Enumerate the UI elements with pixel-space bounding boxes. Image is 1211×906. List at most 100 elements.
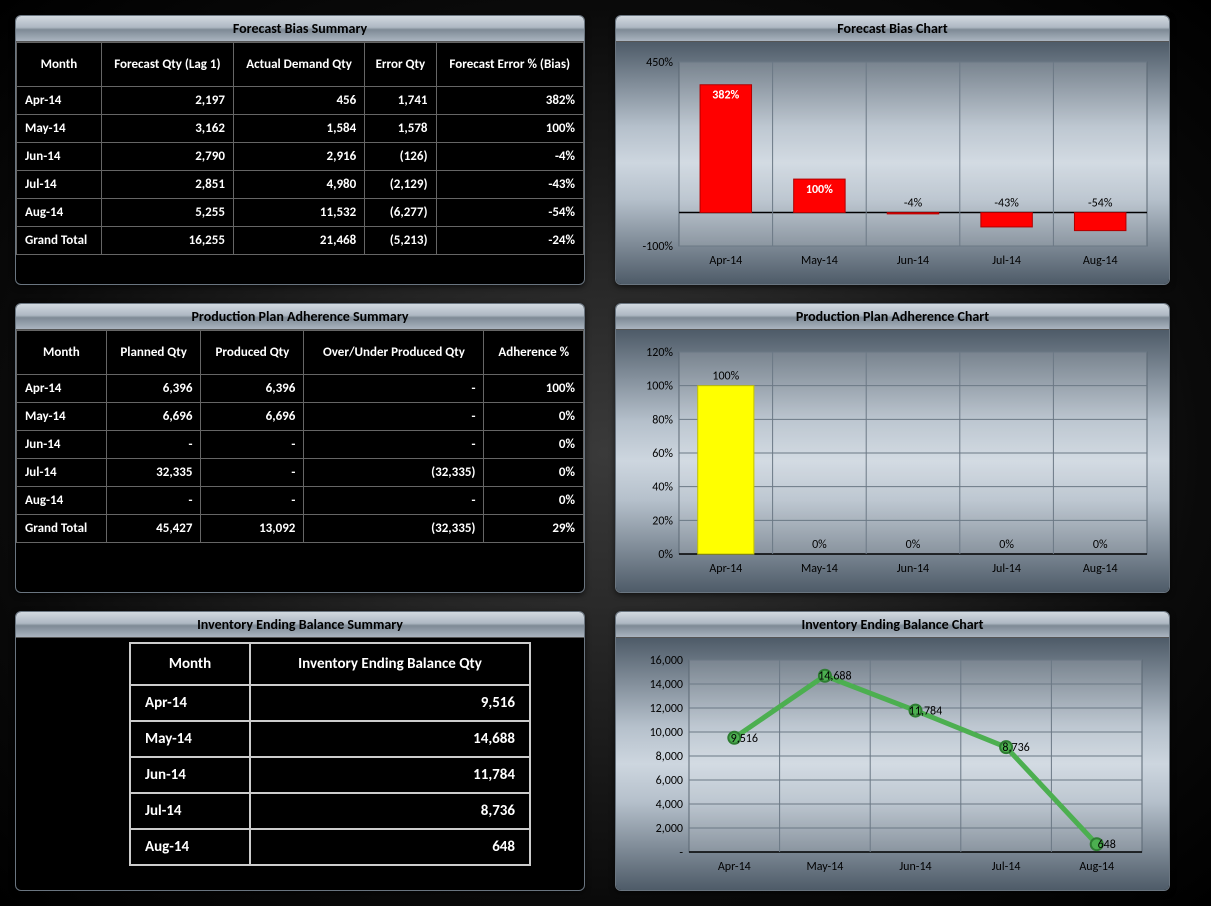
total-row: Grand Total45,42713,092(32,335)29% [17,515,584,543]
forecast-bias-chart: -100%450%382%Apr-14100%May-14-4%Jun-14-4… [624,52,1162,274]
svg-text:Jul-14: Jul-14 [992,254,1021,268]
value-cell: 6,696 [106,403,201,431]
total-value: 29% [484,515,584,543]
table-row: Apr-149,516 [130,685,530,721]
value-cell: 11,784 [250,757,530,793]
table-header: Month [17,43,102,87]
value-cell: - [201,431,304,459]
inventory-table: MonthInventory Ending Balance Qty Apr-14… [129,642,531,866]
svg-text:40%: 40% [652,481,673,495]
total-row: Grand Total16,25521,468(5,213)-24% [17,227,584,255]
forecast-bias-chart-panel: Forecast Bias Chart -100%450%382%Apr-141… [615,15,1170,285]
svg-text:100%: 100% [806,183,833,197]
production-chart-panel: Production Plan Adherence Chart 0%20%40%… [615,303,1170,593]
svg-text:80%: 80% [652,413,673,427]
value-cell: 6,696 [201,403,304,431]
production-table: MonthPlanned QtyProduced QtyOver/Under P… [16,330,584,543]
value-cell: 100% [436,115,583,143]
value-cell: 100% [484,375,584,403]
svg-text:-: - [679,846,683,860]
production-panel: Production Plan Adherence Summary MonthP… [15,303,585,593]
table-header: Month [130,643,250,685]
value-cell: -4% [436,143,583,171]
inventory-title: Inventory Ending Balance Summary [16,612,584,638]
table-row: Jun-14---0% [17,431,584,459]
svg-text:-43%: -43% [994,197,1019,211]
svg-text:450%: 450% [646,56,673,70]
table-row: Apr-146,3966,396-100% [17,375,584,403]
table-row: Jun-1411,784 [130,757,530,793]
total-label: Grand Total [17,515,107,543]
value-cell: - [106,487,201,515]
svg-text:Aug-14: Aug-14 [1083,562,1118,576]
inventory-chart: -2,0004,0006,0008,00010,00012,00014,0001… [624,648,1162,880]
value-cell: 5,255 [101,199,233,227]
table-row: May-143,1621,5841,578100% [17,115,584,143]
value-cell: 4,980 [233,171,364,199]
svg-text:Apr-14: Apr-14 [709,254,742,268]
value-cell: 648 [250,829,530,865]
svg-text:Aug-14: Aug-14 [1083,254,1118,268]
value-cell: 2,790 [101,143,233,171]
svg-text:16,000: 16,000 [650,654,683,668]
value-cell: 0% [484,403,584,431]
svg-text:Jun-14: Jun-14 [897,254,929,268]
value-cell: - [304,375,484,403]
value-cell: 1,741 [365,87,436,115]
table-header: Month [17,331,107,375]
value-cell: 2,916 [233,143,364,171]
svg-text:-54%: -54% [1088,197,1113,211]
inventory-chart-title: Inventory Ending Balance Chart [616,612,1169,638]
production-title: Production Plan Adherence Summary [16,304,584,330]
svg-text:Jul-14: Jul-14 [992,562,1021,576]
svg-text:9,516: 9,516 [731,732,758,746]
table-row: Aug-14---0% [17,487,584,515]
svg-text:Jun-14: Jun-14 [899,860,931,874]
month-cell: Aug-14 [130,829,250,865]
value-cell: 0% [484,431,584,459]
svg-text:Jul-14: Jul-14 [992,860,1021,874]
value-cell: 8,736 [250,793,530,829]
svg-text:10,000: 10,000 [650,726,683,740]
value-cell: 11,532 [233,199,364,227]
svg-text:60%: 60% [652,447,673,461]
value-cell: 9,516 [250,685,530,721]
svg-text:100%: 100% [712,370,739,384]
month-cell: Jun-14 [17,431,107,459]
value-cell: 0% [484,459,584,487]
value-cell: - [201,459,304,487]
value-cell: -43% [436,171,583,199]
value-cell: 1,578 [365,115,436,143]
table-row: May-146,6966,696-0% [17,403,584,431]
forecast-bias-title: Forecast Bias Summary [16,16,584,42]
table-header: Error Qty [365,43,436,87]
table-header: Produced Qty [201,331,304,375]
svg-text:4,000: 4,000 [656,798,683,812]
value-cell: 3,162 [101,115,233,143]
svg-text:14,688: 14,688 [818,670,851,684]
value-cell: - [304,487,484,515]
svg-text:0%: 0% [906,538,921,552]
inventory-chart-panel: Inventory Ending Balance Chart -2,0004,0… [615,611,1170,891]
value-cell: 6,396 [106,375,201,403]
table-header: Forecast Qty (Lag 1) [101,43,233,87]
table-row: May-1414,688 [130,721,530,757]
svg-text:8,000: 8,000 [656,750,683,764]
month-cell: Jun-14 [130,757,250,793]
table-header: Planned Qty [106,331,201,375]
month-cell: Apr-14 [130,685,250,721]
value-cell: 0% [484,487,584,515]
value-cell: 32,335 [106,459,201,487]
svg-text:11,784: 11,784 [909,705,942,719]
table-row: Aug-14648 [130,829,530,865]
month-cell: Jul-14 [17,459,107,487]
month-cell: Aug-14 [17,487,107,515]
table-row: Jul-148,736 [130,793,530,829]
table-row: Apr-142,1974561,741382% [17,87,584,115]
table-header: Inventory Ending Balance Qty [250,643,530,685]
month-cell: Jul-14 [17,171,102,199]
value-cell: (126) [365,143,436,171]
table-header: Adherence % [484,331,584,375]
value-cell: 6,396 [201,375,304,403]
svg-text:14,000: 14,000 [650,678,683,692]
